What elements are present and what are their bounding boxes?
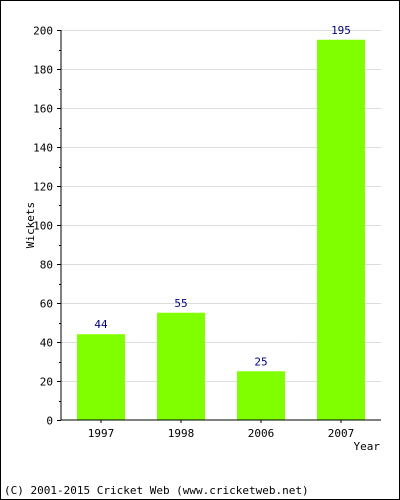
x-tick-label: 2007 <box>328 427 355 440</box>
y-tick-label: 60 <box>40 298 53 311</box>
y-tick-labels: 0 20 40 60 80 100 120 140 160 180 200 <box>33 25 53 428</box>
bar-2006 <box>237 371 285 420</box>
x-tick-label: 2006 <box>248 427 275 440</box>
x-axis-title: Year <box>354 440 381 453</box>
y-axis-title: Wickets <box>24 202 37 248</box>
x-tick-label: 1997 <box>88 427 115 440</box>
copyright-footer: (C) 2001-2015 Cricket Web (www.cricketwe… <box>4 484 309 497</box>
bar-2007 <box>317 39 365 420</box>
bars <box>77 39 365 420</box>
y-tick-label: 20 <box>40 376 53 389</box>
y-tick-label: 100 <box>33 220 53 233</box>
x-tick-label: 1998 <box>168 427 195 440</box>
data-labels: 44 55 25 195 <box>94 24 351 369</box>
y-tick-label: 40 <box>40 337 53 350</box>
bar-1998 <box>157 312 205 420</box>
bar-1997 <box>77 334 125 420</box>
y-tick-label: 200 <box>33 25 53 38</box>
x-tick-labels: 1997 1998 2006 2007 <box>88 427 355 440</box>
y-tick-label: 120 <box>33 181 53 194</box>
data-label: 195 <box>331 24 351 37</box>
y-tick-label: 180 <box>33 64 53 77</box>
data-label: 55 <box>174 297 187 310</box>
y-tick-label: 0 <box>46 415 53 428</box>
y-tick-label: 140 <box>33 142 53 155</box>
axes <box>57 30 381 423</box>
data-label: 44 <box>94 318 108 331</box>
y-tick-label: 80 <box>40 259 53 272</box>
data-label: 25 <box>254 355 267 368</box>
y-tick-label: 160 <box>33 103 53 116</box>
